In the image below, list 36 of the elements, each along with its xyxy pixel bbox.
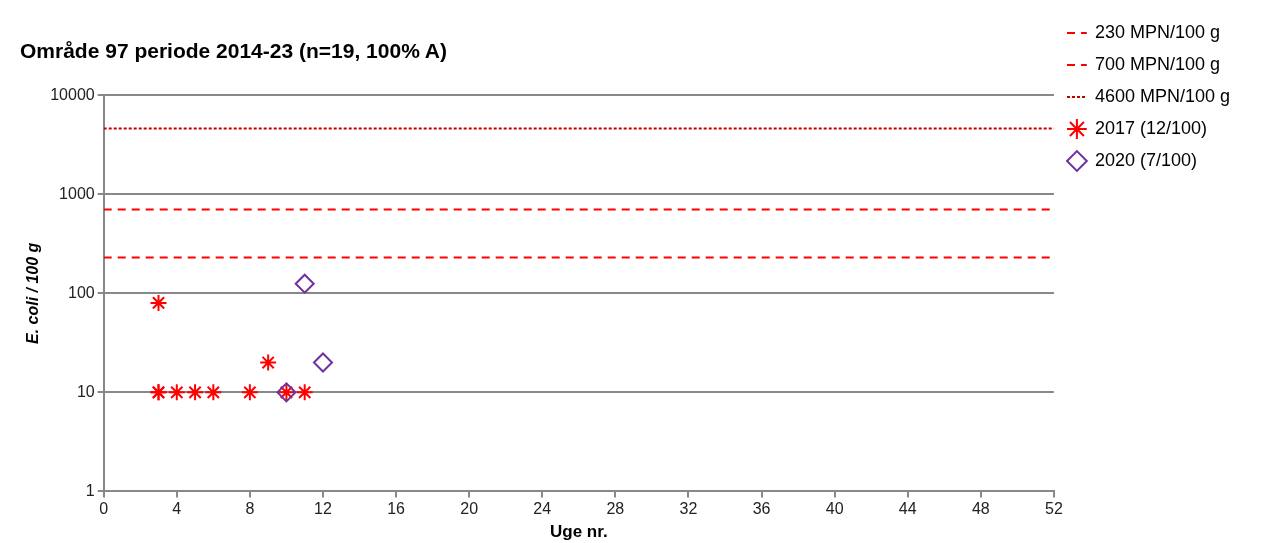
point: [312, 352, 333, 373]
x-tick-label: 12: [314, 500, 332, 518]
x-tick-label: 44: [898, 500, 917, 518]
x-axis-title: Uge nr.: [549, 522, 608, 542]
point: [149, 293, 168, 312]
legend-label: 4600 MPN/100 g: [1094, 85, 1231, 106]
point: [186, 383, 205, 402]
point: [294, 273, 315, 294]
legend-label: 230 MPN/100 g: [1094, 21, 1220, 42]
point: [167, 383, 186, 402]
chart-title: Område 97 periode 2014-23 (n=19, 100% A): [20, 39, 448, 63]
x-tick-label: 0: [99, 500, 109, 518]
x-tick-label: 48: [971, 500, 990, 518]
x-tick-label: 16: [387, 500, 406, 518]
x-tick-label: 8: [245, 500, 255, 518]
y-axis-title: E. coli / 100 g: [24, 242, 42, 344]
legend-label: 700 MPN/100 g: [1094, 53, 1220, 74]
x-tick-label: 36: [752, 500, 771, 518]
x-tick-label: 28: [606, 500, 625, 518]
legend-label: 2020 (7/100): [1094, 149, 1197, 170]
y-tick-label: 1000: [59, 184, 95, 202]
point: [240, 383, 259, 402]
legend-label: 2017 (12/100): [1094, 117, 1208, 138]
x-tick-label: 52: [1045, 500, 1063, 518]
x-tick-label: 24: [533, 500, 552, 518]
point: [204, 383, 223, 402]
y-tick-label: 100: [67, 283, 95, 301]
x-tick-label: 4: [172, 500, 182, 518]
y-tick-label: 10: [76, 382, 95, 400]
point: [259, 353, 278, 372]
x-tick-label: 40: [825, 500, 844, 518]
x-tick-label: 20: [460, 500, 479, 518]
y-tick-label: 1: [85, 481, 95, 499]
y-tick-label: 10000: [50, 85, 95, 103]
x-tick-label: 32: [679, 500, 698, 518]
point: [295, 383, 314, 402]
